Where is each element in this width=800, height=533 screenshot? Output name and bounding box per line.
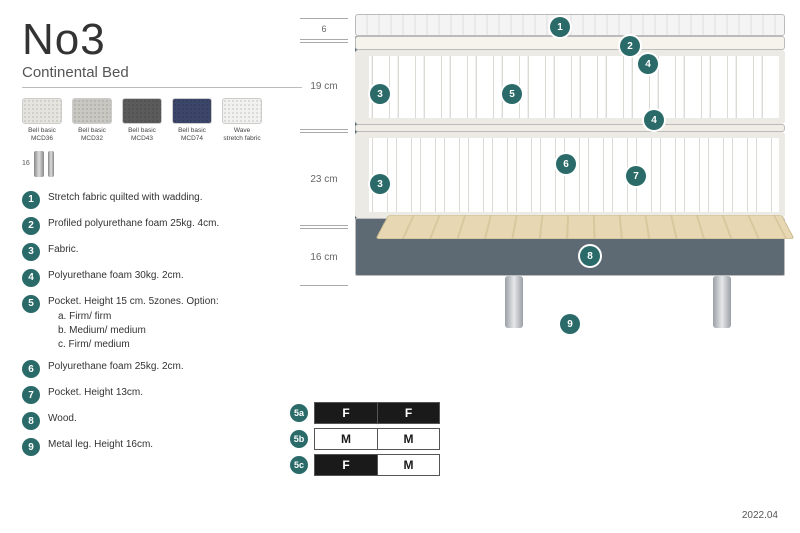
callout-badge: 6 — [556, 154, 576, 174]
legend-subitem: c. Firm/ medium — [58, 338, 219, 352]
swatch-color — [172, 98, 212, 124]
swatch-label: Wavestretch fabric — [222, 127, 262, 143]
swatch-label: Bell basicMCD43 — [122, 127, 162, 143]
leg-swatch-value: 16 — [22, 160, 30, 167]
legend-text: Polyurethane foam 30kg. 2cm. — [48, 269, 184, 283]
legend-item: 4 Polyurethane foam 30kg. 2cm. — [22, 269, 297, 287]
legend-item: 3 Fabric. — [22, 243, 297, 261]
layer-foam-top — [355, 36, 785, 50]
dimension-label: 23 cm — [300, 132, 348, 226]
legend-badge: 3 — [22, 243, 40, 261]
legend-badge: 5 — [22, 295, 40, 313]
legend-badge: 2 — [22, 217, 40, 235]
legend-text: Wood. — [48, 412, 77, 426]
dimension-label: 16 cm — [300, 228, 348, 286]
legend-item: 7 Pocket. Height 13cm. — [22, 386, 297, 404]
legend-subitem: b. Medium/ medium — [58, 324, 219, 338]
metal-leg — [713, 276, 731, 328]
bed-cutaway-diagram: 619 cm23 cm16 cm 12345436789 — [300, 14, 790, 514]
legend-text: Metal leg. Height 16cm. — [48, 438, 153, 452]
legend-subitem: a. Firm/ firm — [58, 310, 219, 324]
legend-text: Pocket. Height 13cm. — [48, 386, 143, 400]
callout-badge: 4 — [638, 54, 658, 74]
layer-pocket-upper — [355, 50, 785, 124]
document-date: 2022.04 — [742, 510, 778, 521]
legend-badge: 1 — [22, 191, 40, 209]
legend-text: Stretch fabric quilted with wadding. — [48, 191, 203, 205]
callout-badge: 4 — [644, 110, 664, 130]
swatch-color — [22, 98, 62, 124]
legend-badge: 8 — [22, 412, 40, 430]
swatch-color — [122, 98, 162, 124]
layer-quilt — [355, 14, 785, 36]
legend-text: Profiled polyurethane foam 25kg. 4cm. — [48, 217, 219, 231]
leg-icon — [34, 151, 44, 177]
callout-badge: 8 — [580, 246, 600, 266]
legend-item: 5 Pocket. Height 15 cm. 5zones. Option:a… — [22, 295, 297, 353]
fabric-swatch: Bell basicMCD43 — [122, 98, 162, 143]
legend-list: 1 Stretch fabric quilted with wadding. 2… — [22, 191, 297, 457]
legend-badge: 9 — [22, 438, 40, 456]
swatch-label: Bell basicMCD36 — [22, 127, 62, 143]
legend-item: 8 Wood. — [22, 412, 297, 430]
legend-text: Fabric. — [48, 243, 79, 257]
fabric-swatch: Bell basicMCD36 — [22, 98, 62, 143]
callout-badge: 9 — [560, 314, 580, 334]
callout-badge: 5 — [502, 84, 522, 104]
legend-badge: 4 — [22, 269, 40, 287]
fabric-swatch: Wavestretch fabric — [222, 98, 262, 143]
leg-icon — [48, 151, 54, 177]
fabric-swatch: Bell basicMCD74 — [172, 98, 212, 143]
legend-item: 1 Stretch fabric quilted with wadding. — [22, 191, 297, 209]
layer-base — [355, 218, 785, 276]
callout-badge: 1 — [550, 17, 570, 37]
dimension-label: 19 cm — [300, 42, 348, 130]
legend-text: Polyurethane foam 25kg. 2cm. — [48, 360, 184, 374]
legend-item: 2 Profiled polyurethane foam 25kg. 4cm. — [22, 217, 297, 235]
swatch-color — [72, 98, 112, 124]
divider — [22, 87, 302, 88]
legend-text: Pocket. Height 15 cm. 5zones. Option:a. … — [48, 295, 219, 353]
legend-badge: 6 — [22, 360, 40, 378]
swatch-label: Bell basicMCD74 — [172, 127, 212, 143]
legend-item: 6 Polyurethane foam 25kg. 2cm. — [22, 360, 297, 378]
callout-badge: 2 — [620, 36, 640, 56]
legs — [505, 276, 731, 328]
layer-foam-mid — [355, 124, 785, 132]
legend-item: 9 Metal leg. Height 16cm. — [22, 438, 297, 456]
legend-badge: 7 — [22, 386, 40, 404]
swatch-color — [222, 98, 262, 124]
wood-platform — [375, 215, 794, 239]
callout-badge: 7 — [626, 166, 646, 186]
layer-pocket-lower — [355, 132, 785, 218]
callout-badge: 3 — [370, 174, 390, 194]
callout-badge: 3 — [370, 84, 390, 104]
metal-leg — [505, 276, 523, 328]
fabric-swatch: Bell basicMCD32 — [72, 98, 112, 143]
swatch-label: Bell basicMCD32 — [72, 127, 112, 143]
dimension-label: 6 — [300, 18, 348, 40]
